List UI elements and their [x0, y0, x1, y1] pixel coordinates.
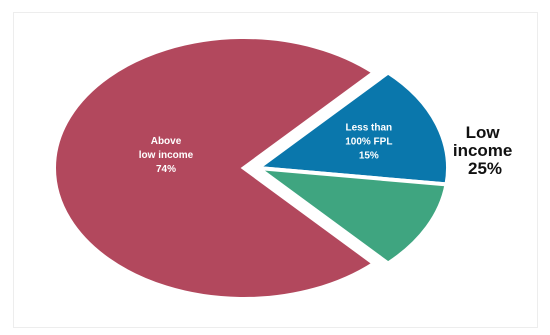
slice-label-above-line-3: 74%	[156, 164, 176, 175]
group-label-line-3: 25%	[468, 159, 502, 178]
pie-slice-above	[52, 35, 378, 301]
chart-frame	[13, 12, 538, 328]
slice-label-above-line-2: low income	[139, 150, 194, 161]
pie-slice-other	[251, 165, 449, 266]
group-label-line-2: income	[453, 141, 513, 160]
group-label-line-1: Low	[466, 123, 501, 142]
pie-slice-fpl	[252, 70, 450, 187]
slice-label-above: Above low income 74%	[139, 136, 194, 175]
slice-label-fpl-line-1: Less than	[345, 122, 392, 133]
slice-label-fpl-line-2: 100% FPL	[345, 136, 392, 147]
pie-slices	[52, 35, 450, 301]
slice-label-fpl-line-3: 15%	[359, 150, 379, 161]
slice-labels: Less than 100% FPL 15% Above low income 74%	[139, 122, 393, 175]
slice-label-fpl: Less than 100% FPL 15%	[345, 122, 392, 161]
slice-label-above-line-1: Above	[151, 136, 182, 147]
low-income-group-label: Low income 25%	[453, 123, 517, 178]
